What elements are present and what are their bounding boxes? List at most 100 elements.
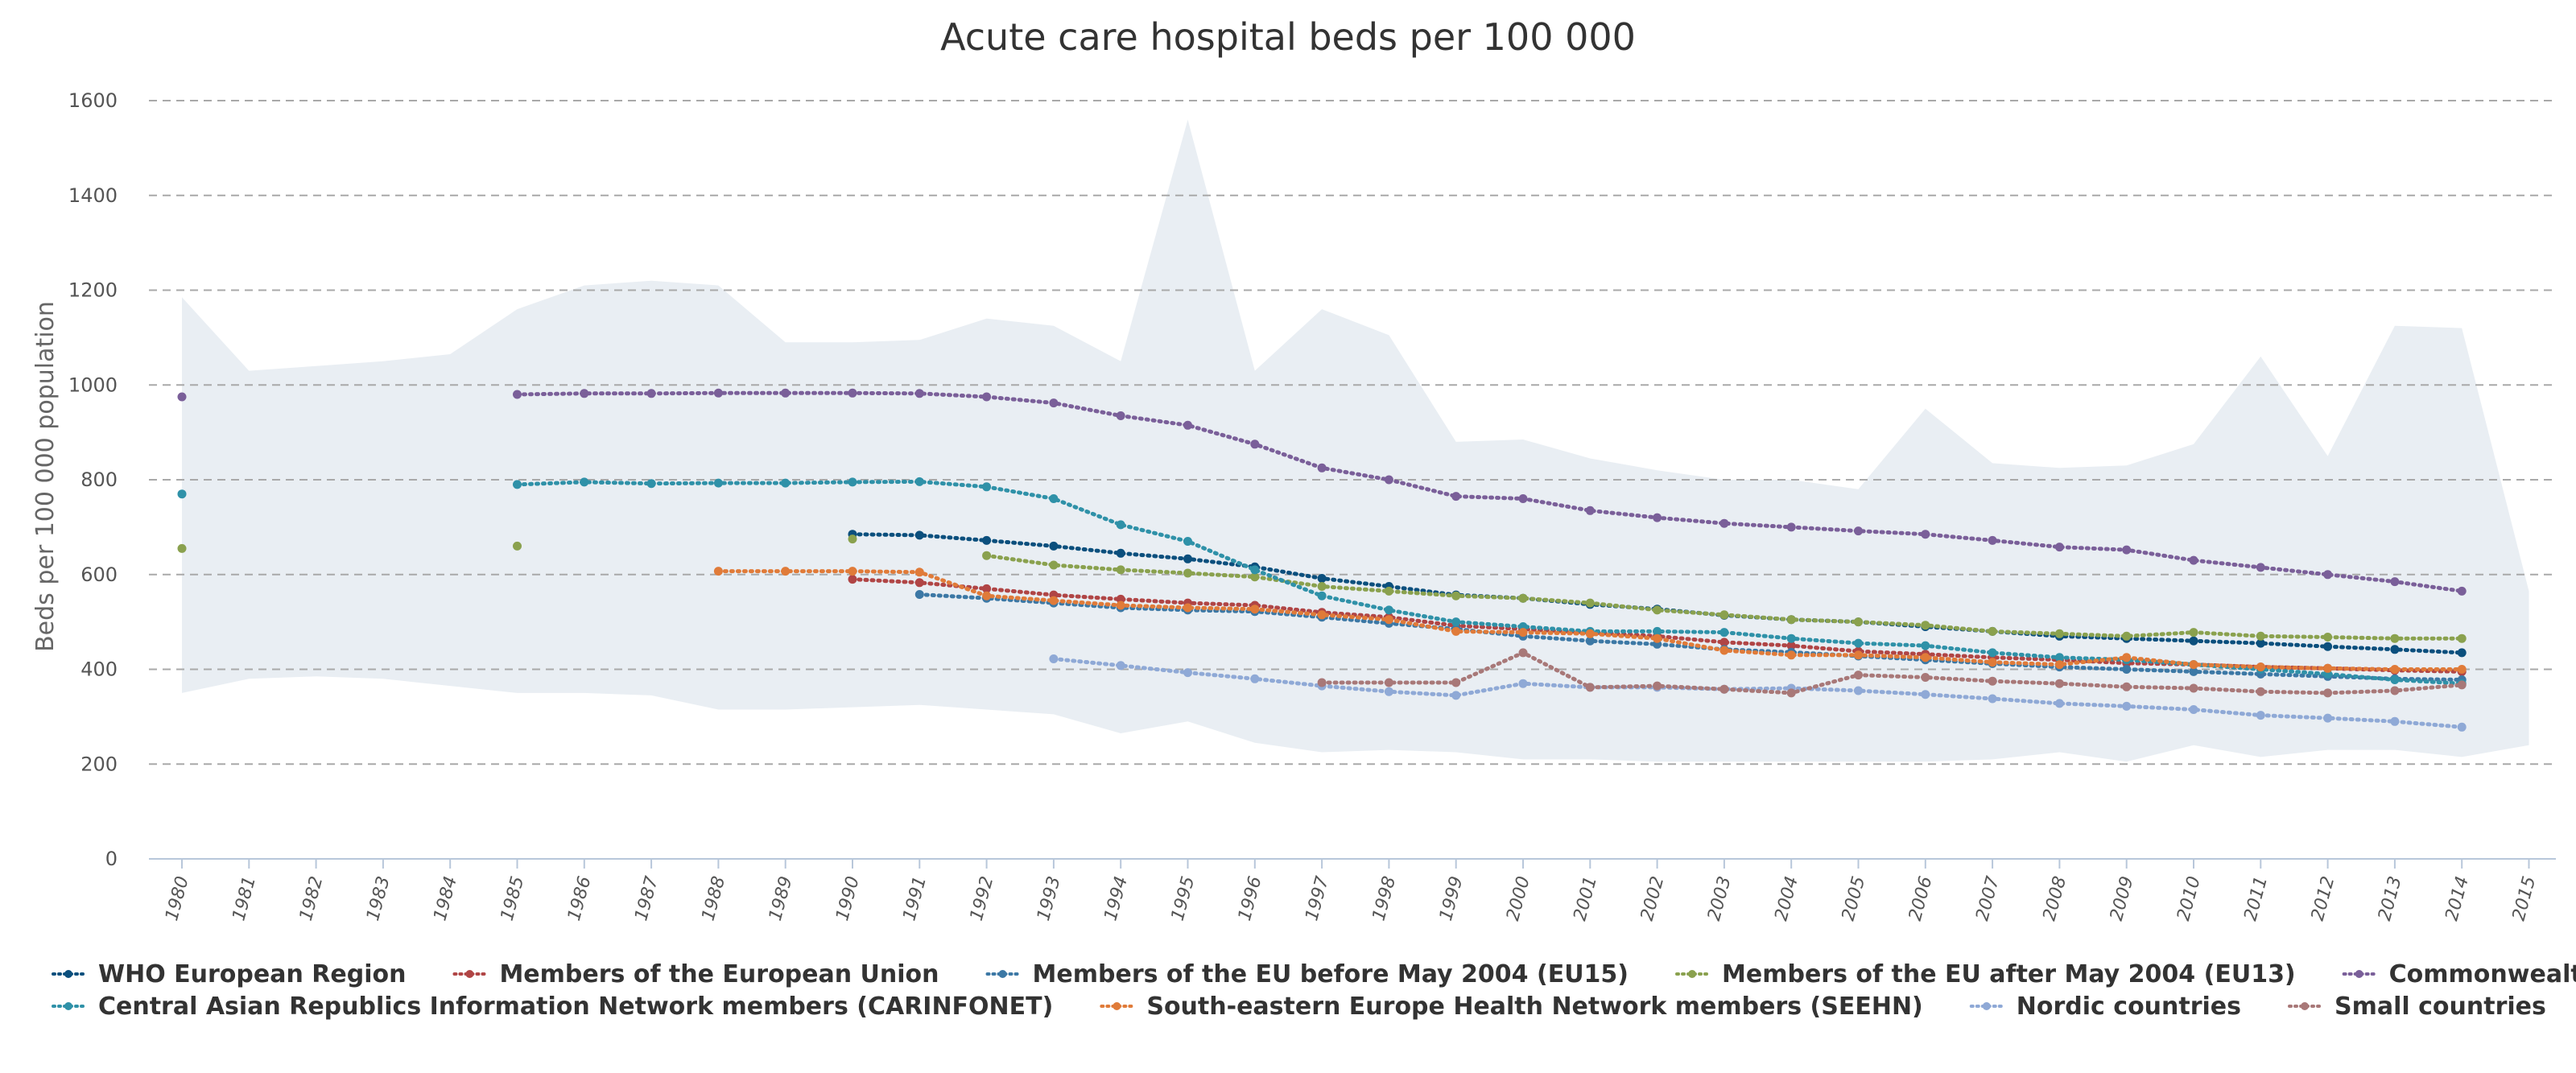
x-tick-label: 2003	[1704, 874, 1736, 923]
data-point	[2189, 666, 2198, 676]
data-point	[1116, 565, 1125, 575]
legend-label: South-eastern Europe Health Network memb…	[1146, 993, 1922, 1021]
data-point	[1854, 638, 1863, 648]
x-tick-label: 1991	[899, 874, 931, 923]
data-point	[2457, 722, 2467, 732]
x-tick-label: 2006	[1905, 874, 1937, 923]
data-point	[1384, 687, 1393, 696]
x-tick-label: 1993	[1034, 874, 1065, 923]
data-point	[2054, 699, 2064, 708]
data-point	[982, 591, 992, 600]
series-line	[515, 390, 2464, 593]
data-point	[1384, 615, 1393, 625]
data-point	[2323, 570, 2333, 580]
data-point	[1250, 605, 1260, 614]
data-point	[2122, 701, 2132, 711]
data-point	[2323, 642, 2333, 651]
x-tick-label: 1992	[967, 874, 998, 923]
data-point	[2390, 645, 2400, 654]
data-point	[1518, 679, 1528, 688]
data-point	[1317, 678, 1327, 687]
series-3	[177, 534, 2467, 643]
data-point	[1988, 626, 1997, 636]
data-point	[1049, 541, 1059, 551]
data-point	[1116, 594, 1125, 604]
data-point	[2323, 713, 2333, 723]
data-point	[1518, 494, 1528, 503]
series-layer	[177, 388, 2467, 732]
data-point	[848, 388, 857, 398]
legend-item: Members of the European Union	[452, 960, 939, 988]
legend-label: Members of the EU after May 2004 (EU13)	[1722, 960, 2296, 988]
data-point	[1384, 678, 1393, 687]
legend: WHO European Region Members of the Europe…	[52, 960, 2576, 1021]
legend-swatch-dot	[64, 970, 72, 978]
data-point	[2390, 577, 2400, 587]
data-point	[2054, 660, 2064, 670]
series-line	[1319, 650, 2464, 695]
data-point	[2054, 543, 2064, 552]
data-point	[2323, 633, 2333, 642]
x-tick-label: 1981	[229, 874, 260, 923]
data-point	[2390, 716, 2400, 726]
legend-swatch-dot	[998, 970, 1007, 978]
x-tick-label: 1987	[631, 874, 663, 923]
legend-label: Central Asian Republics Information Netw…	[98, 993, 1053, 1021]
x-tick-label: 1990	[832, 874, 864, 923]
data-point	[1116, 600, 1125, 610]
data-point	[2122, 631, 2132, 641]
x-tick-label: 1985	[497, 874, 529, 923]
data-point	[2189, 555, 2198, 565]
data-point	[1116, 411, 1125, 420]
data-point	[1786, 522, 1796, 532]
legend-label: Nordic countries	[2017, 993, 2241, 1021]
data-point	[1786, 633, 1796, 643]
legend-swatch-dot	[1688, 970, 1697, 978]
data-point	[646, 389, 656, 398]
data-point	[1854, 671, 1863, 680]
data-point	[1786, 688, 1796, 698]
x-tick-label: 1982	[296, 874, 328, 923]
legend-label: WHO European Region	[98, 960, 406, 988]
x-tick-label: 2011	[2240, 874, 2272, 923]
legend-label: Members of the European Union	[499, 960, 939, 988]
data-point	[1116, 548, 1125, 558]
data-point	[580, 477, 589, 487]
legend-item: South-eastern Europe Health Network memb…	[1100, 993, 1923, 1021]
data-point	[1317, 574, 1327, 583]
data-point	[914, 389, 924, 398]
data-point	[1988, 648, 1997, 658]
legend-swatch-dot	[1113, 1002, 1121, 1010]
data-point	[1585, 683, 1595, 692]
data-point	[580, 389, 589, 398]
y-axis-label: Beds per 100 000 population	[31, 301, 60, 652]
data-point	[1049, 596, 1059, 605]
x-tick-label: 1994	[1100, 874, 1132, 923]
data-point	[177, 392, 187, 402]
x-tick-label: 2005	[1839, 874, 1870, 923]
x-tick-label: 1984	[430, 874, 461, 923]
data-point	[1317, 610, 1327, 620]
data-point	[2457, 586, 2467, 596]
x-tick-label: 2007	[1972, 874, 2004, 923]
data-point	[1585, 598, 1595, 608]
data-point	[1049, 654, 1059, 663]
data-point	[1719, 646, 1729, 655]
y-tick-label: 1200	[68, 279, 118, 302]
data-point	[982, 482, 992, 492]
data-point	[1250, 572, 1260, 582]
data-point	[2457, 633, 2467, 643]
data-point	[2054, 679, 2064, 688]
x-tick-label: 1980	[162, 874, 193, 923]
data-point	[2390, 675, 2400, 684]
data-point	[914, 530, 924, 540]
data-point	[1786, 615, 1796, 625]
legend-item: Members of the EU after May 2004 (EU13)	[1675, 960, 2296, 988]
data-point	[1183, 420, 1192, 430]
x-tick-label: 1983	[363, 874, 394, 923]
legend-swatch-dot	[465, 970, 474, 978]
y-tick-label: 800	[80, 468, 118, 491]
data-point	[1719, 518, 1729, 528]
data-point	[982, 584, 992, 593]
data-point	[177, 489, 187, 499]
